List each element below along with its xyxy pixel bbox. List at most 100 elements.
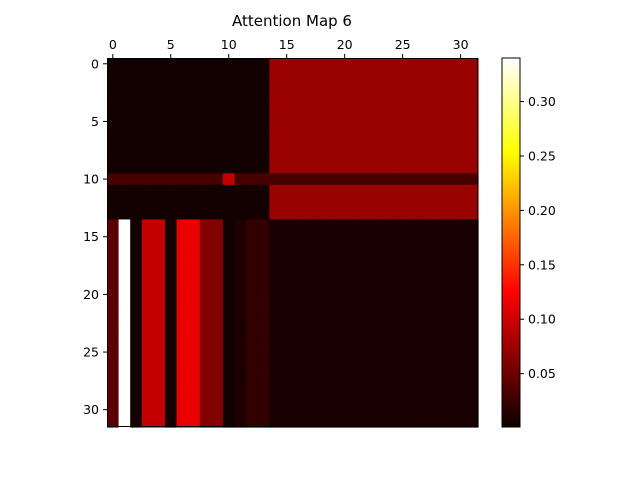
heatmap-cell (420, 288, 433, 301)
heatmap-cell (431, 242, 444, 255)
heatmap-cell (257, 254, 270, 267)
heatmap-cell (164, 173, 178, 186)
heatmap-cell (292, 69, 305, 82)
heatmap-cell (153, 300, 166, 313)
heatmap-cell (443, 127, 456, 140)
heatmap-cell (327, 323, 340, 336)
heatmap-cell (292, 150, 305, 163)
heatmap-cell (107, 161, 120, 174)
heatmap-cell (269, 161, 282, 174)
heatmap-cell (454, 357, 467, 370)
heatmap-cell (176, 150, 189, 163)
heatmap-cell (373, 104, 386, 117)
heatmap-cell (222, 277, 236, 290)
heatmap-cell (373, 334, 386, 347)
heatmap-cell (280, 196, 294, 209)
heatmap-cell (362, 115, 375, 128)
heatmap-cell (396, 207, 410, 221)
heatmap-cell (292, 392, 305, 405)
heatmap-cell (246, 254, 259, 267)
heatmap-cell (362, 219, 375, 232)
heatmap-cell (396, 277, 410, 290)
heatmap-cell (280, 300, 294, 313)
heatmap-cell (443, 415, 456, 428)
heatmap-cell (176, 196, 189, 209)
heatmap-cell (188, 92, 201, 105)
heatmap-cell (338, 369, 352, 382)
heatmap-cell (396, 81, 410, 94)
heatmap-cell (454, 104, 467, 117)
heatmap-cell (292, 334, 305, 347)
heatmap-cell (327, 173, 340, 186)
heatmap-cell (408, 207, 421, 221)
heatmap-cell (211, 415, 224, 428)
heatmap-cell (234, 415, 247, 428)
heatmap-cell (304, 92, 317, 105)
heatmap-cell (431, 150, 444, 163)
heatmap-cell (246, 392, 259, 405)
heatmap-cell (153, 196, 166, 209)
heatmap-cell (338, 196, 352, 209)
heatmap-cell (454, 219, 467, 232)
heatmap-cell (234, 92, 247, 105)
heatmap-cell (327, 415, 340, 428)
heatmap-cell (107, 254, 120, 267)
heatmap-cell (443, 323, 456, 336)
heatmap-cell (327, 403, 340, 417)
heatmap-cell (350, 392, 363, 405)
heatmap-cell (130, 254, 143, 267)
heatmap-cell (176, 323, 189, 336)
heatmap-cell (292, 173, 305, 186)
heatmap-cell (222, 311, 236, 324)
heatmap-cell (211, 323, 224, 336)
heatmap-cell (431, 138, 444, 151)
heatmap-cell (199, 254, 212, 267)
heatmap-cell (315, 403, 328, 417)
heatmap-cell (280, 173, 294, 186)
heatmap-cell (246, 81, 259, 94)
heatmap-cell (269, 288, 282, 301)
heatmap-cell (350, 403, 363, 417)
heatmap-cell (385, 380, 398, 394)
heatmap-cell (269, 138, 282, 151)
heatmap-cell (315, 58, 328, 71)
heatmap-cell (164, 265, 178, 278)
heatmap-cell (350, 69, 363, 82)
heatmap-cell (257, 173, 270, 186)
heatmap-cell (118, 92, 131, 105)
heatmap-cell (211, 81, 224, 94)
heatmap-cell (466, 392, 479, 405)
heatmap-cell (362, 277, 375, 290)
heatmap-cell (269, 277, 282, 290)
heatmap-cell (222, 242, 236, 255)
heatmap-cell (118, 196, 131, 209)
heatmap-cell (396, 138, 410, 151)
heatmap-cell (304, 138, 317, 151)
heatmap-cell (130, 184, 143, 197)
heatmap-cell (118, 173, 131, 186)
heatmap-cell (269, 392, 282, 405)
heatmap-cell (199, 173, 212, 186)
heatmap-cell (362, 230, 375, 244)
heatmap-cell (420, 230, 433, 244)
heatmap-cell (396, 357, 410, 370)
heatmap-cell (396, 69, 410, 82)
heatmap-cell (454, 92, 467, 105)
heatmap-cell (373, 242, 386, 255)
heatmap-cell (338, 127, 352, 140)
heatmap-cell (408, 58, 421, 71)
heatmap-cell (246, 346, 259, 359)
heatmap-cell (164, 254, 178, 267)
heatmap-cell (454, 323, 467, 336)
heatmap-cell (454, 138, 467, 151)
heatmap-cell (385, 138, 398, 151)
heatmap-cell (338, 138, 352, 151)
heatmap-cell (280, 58, 294, 71)
heatmap-cell (164, 369, 178, 382)
heatmap-cell (315, 369, 328, 382)
heatmap-cell (420, 300, 433, 313)
heatmap-cell (350, 334, 363, 347)
heatmap-cell (350, 81, 363, 94)
heatmap-cell (153, 323, 166, 336)
heatmap-cell (385, 196, 398, 209)
